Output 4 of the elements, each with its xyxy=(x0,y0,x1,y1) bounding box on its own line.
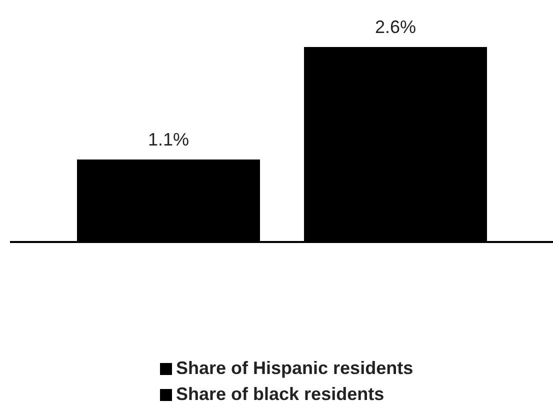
legend-label: Share of Hispanic residents xyxy=(176,358,414,378)
data-label: 2.6% xyxy=(374,17,416,37)
legend-label: Share of black residents xyxy=(176,384,384,404)
data-label: 1.1% xyxy=(148,130,190,150)
